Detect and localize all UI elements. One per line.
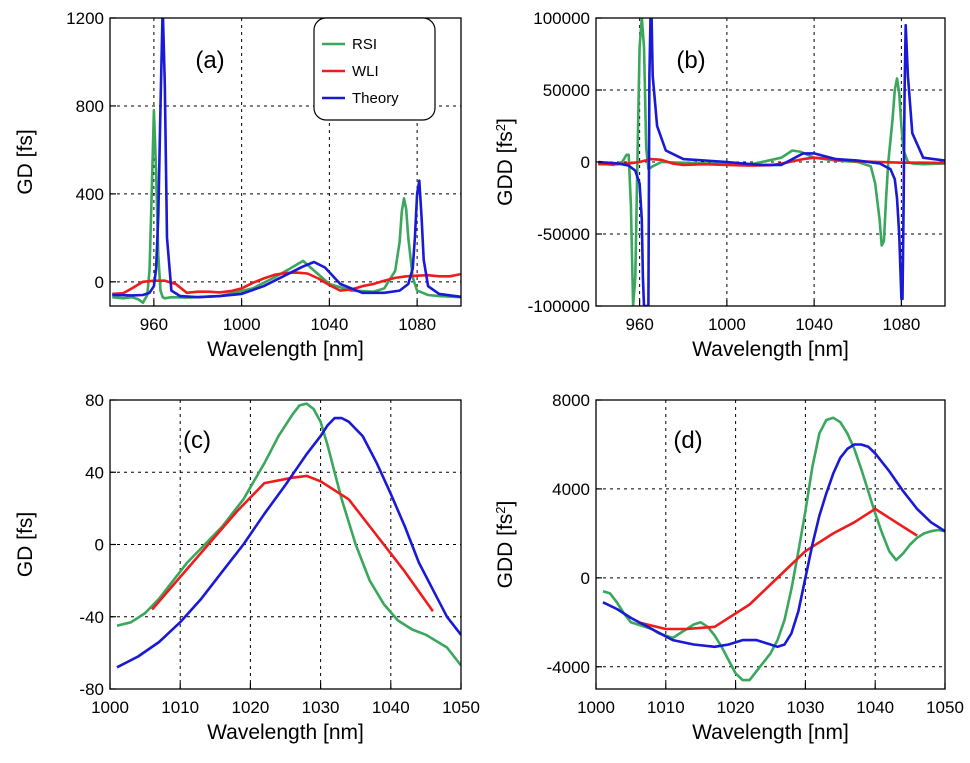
panel-d: 1000 1010 1020 1030 1040 1050 -4000 0 4000 8000 Wa… (493, 391, 964, 744)
panel-label: (b) (676, 47, 705, 74)
y-tick-label: 4000 (552, 480, 590, 499)
y-tick-label: 8000 (552, 391, 590, 410)
x-tick-label: 1080 (398, 315, 436, 334)
x-tick-label: 1040 (795, 315, 833, 334)
series-line-rsi (602, 416, 945, 682)
x-tick-label: 1000 (91, 698, 129, 717)
x-tick-label: 1000 (708, 315, 746, 334)
legend-label-rsi: RSI (352, 36, 377, 53)
y-tick-label: 80 (85, 391, 104, 410)
x-tick-label: 1050 (926, 698, 964, 717)
series-group (116, 402, 461, 669)
y-tick-label: 400 (76, 185, 104, 204)
series-line-rsi (112, 109, 461, 304)
x-axis-label: Wavelength [nm] (207, 338, 364, 361)
panel-b: 960 1000 1040 1080 -100000 -50000 0 50000 100000… (493, 9, 946, 361)
series-group (112, 18, 461, 304)
panel-label: (d) (673, 427, 702, 454)
y-tick-label: 1200 (66, 9, 104, 28)
y-tick-label: -40 (79, 608, 104, 627)
x-axis-label: Wavelength [nm] (207, 721, 364, 744)
x-tick-label: 1010 (647, 698, 685, 717)
y-tick-label: -100000 (528, 297, 590, 316)
x-tick-label: 1040 (310, 315, 348, 334)
y-tick-label: -50000 (537, 225, 590, 244)
x-axis-label: Wavelength [nm] (692, 338, 849, 361)
y-tick-label: 40 (85, 463, 104, 482)
x-tick-label: 1000 (223, 315, 261, 334)
legend-label-wli: WLI (352, 63, 379, 80)
series-line-wli (112, 271, 461, 296)
series-line-rsi (116, 402, 461, 667)
series-line-rsi (598, 18, 945, 306)
x-tick-label: 1030 (302, 698, 340, 717)
panel-a: 960 1000 1040 1080 0 400 800 1200 Wavelength [nm… (14, 9, 462, 361)
y-tick-label: 0 (581, 569, 590, 588)
y-tick-label: 50000 (543, 81, 590, 100)
y-tick-label: 800 (76, 97, 104, 116)
series-group (598, 18, 945, 306)
x-tick-label: 1020 (717, 698, 755, 717)
x-tick-label: 1040 (856, 698, 894, 717)
series-line-theory (112, 18, 461, 299)
series-line-theory (598, 18, 945, 306)
panel-c: 1000 1010 1020 1030 1040 1050 -80 -40 0 40 80 Wavel… (14, 391, 480, 744)
series-group (602, 416, 945, 682)
x-tick-label: 960 (625, 315, 653, 334)
series-line-theory (602, 443, 945, 649)
y-axis-label: GDD [fs2] (493, 501, 518, 589)
x-tick-label: 1030 (786, 698, 824, 717)
x-axis-label: Wavelength [nm] (692, 721, 849, 744)
x-tick-label: 1080 (882, 315, 920, 334)
x-tick-label: 1020 (231, 698, 269, 717)
x-tick-label: 1000 (577, 698, 615, 717)
y-tick-label: 100000 (533, 9, 590, 28)
y-tick-label: 0 (95, 273, 104, 292)
y-tick-label: 0 (95, 536, 104, 555)
y-axis-label: GD [fs] (14, 512, 37, 577)
y-tick-label: -4000 (547, 658, 590, 677)
x-tick-label: 1040 (372, 698, 410, 717)
legend: RSI WLI Theory (313, 17, 436, 121)
plot-frame (595, 399, 946, 690)
plot-frame (109, 17, 462, 307)
series-line-wli (151, 474, 434, 613)
series-line-theory (116, 416, 461, 669)
x-tick-label: 1050 (442, 698, 480, 717)
legend-label-theory: Theory (352, 90, 399, 107)
panel-label: (c) (183, 427, 211, 454)
series-line-wli (637, 507, 918, 631)
y-axis-label: GDD [fs2] (493, 118, 518, 206)
y-tick-label: -80 (79, 680, 104, 699)
panel-label: (a) (195, 47, 224, 74)
x-tick-label: 1010 (161, 698, 199, 717)
y-axis-label: GD [fs] (14, 129, 37, 194)
x-tick-label: 960 (140, 315, 168, 334)
y-tick-label: 0 (581, 153, 590, 172)
